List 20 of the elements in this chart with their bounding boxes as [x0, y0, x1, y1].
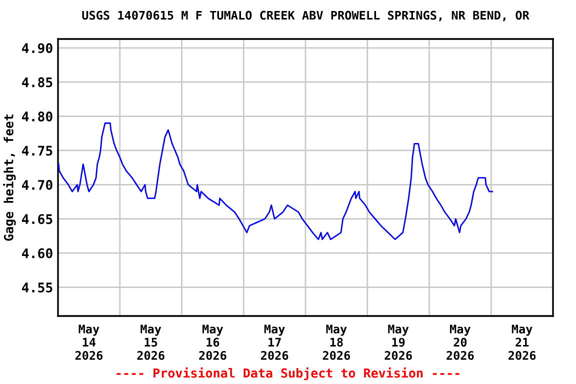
x-tick-label: May 16 2026	[199, 324, 226, 360]
x-tick-label: May 21 2026	[508, 324, 536, 360]
y-tick-label: 4.75	[22, 146, 52, 156]
y-tick-label: 4.55	[22, 282, 52, 292]
y-tick-label: 4.85	[22, 77, 52, 88]
y-tick-label: 4.60	[22, 248, 52, 258]
text: ---- Provisional Data Subject to Revision ----	[116, 367, 460, 380]
x-tick-label: May 19 2026	[384, 324, 412, 360]
chart-title: USGS 14070615 M F TUMALO CREEK ABV PROWELL SPRINGS, NR BEND, OR	[82, 10, 530, 22]
y-tick-label: 4.90	[22, 43, 52, 54]
x-tick-label: May 15 2026	[137, 324, 164, 360]
line-series	[58, 122, 494, 240]
y-tick-label: 4.80	[22, 112, 52, 122]
y-tick-label: 4.65	[22, 214, 52, 224]
x-tick-label: May 17 2026	[261, 324, 288, 360]
x-tick-label: May 18 2026	[322, 324, 350, 360]
y-axis-title: Gage height, feet	[3, 114, 16, 241]
x-tick-label: May 14 2026	[75, 324, 103, 360]
x-tick-label: May 20 2026	[446, 324, 474, 360]
y-tick-label: 4.70	[22, 180, 52, 190]
